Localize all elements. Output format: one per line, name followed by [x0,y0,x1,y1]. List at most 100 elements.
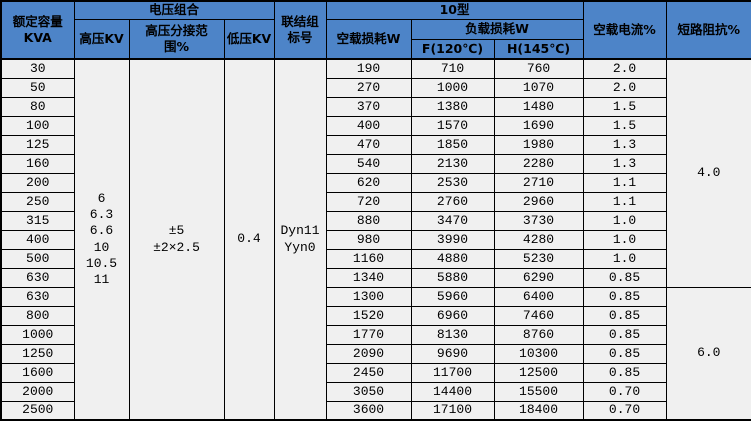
header-vector-group: 联结组 标号 [273,0,327,60]
load-loss-h-cell: 760 [493,58,584,79]
no-load-current-cell: 0.85 [582,324,667,345]
load-loss-h-cell: 2710 [493,172,584,193]
load-loss-f-cell: 5960 [410,286,495,307]
table-row: 125 470 1850 1980 1.3 [0,134,751,155]
no-load-loss-cell: 190 [325,58,412,79]
no-load-current-cell: 0.85 [582,286,667,307]
load-loss-h-cell: 2280 [493,153,584,174]
no-load-current-cell: 0.85 [582,267,667,288]
load-loss-f-cell: 3990 [410,229,495,250]
load-loss-h-cell: 5230 [493,248,584,269]
no-load-loss-cell: 370 [325,96,412,117]
no-load-current-cell: 0.85 [582,343,667,364]
no-load-current-cell: 0.70 [582,400,667,421]
impedance-group-1-cell: 4.0 [665,58,751,288]
no-load-loss-cell: 1340 [325,267,412,288]
load-loss-f-cell: 2130 [410,153,495,174]
load-loss-f-cell: 9690 [410,343,495,364]
no-load-loss-cell: 2090 [325,343,412,364]
no-load-loss-cell: 880 [325,210,412,231]
low-voltage-value-cell: 0.4 [223,58,275,421]
no-load-current-cell: 2.0 [582,58,667,79]
table-row: 800 1520 6960 7460 0.85 [0,305,751,326]
kva-cell: 1600 [0,362,75,383]
header-load-loss-h145: H(145℃) [493,38,584,60]
table-row: 1600 2450 11700 12500 0.85 [0,362,751,383]
kva-cell: 160 [0,153,75,174]
kva-cell: 630 [0,286,75,307]
header-tap-range: 高压分接范 围% [128,18,225,60]
header-rated-capacity: 额定容量 KVA [0,0,75,60]
table-row: 1250 2090 9690 10300 0.85 [0,343,751,364]
no-load-current-cell: 1.5 [582,96,667,117]
load-loss-h-cell: 6400 [493,286,584,307]
table-header: 额定容量 KVA 电压组合 联结组 标号 10型 空载电流% 短路阻抗% 高压K… [0,0,751,60]
kva-cell: 315 [0,210,75,231]
no-load-current-cell: 0.70 [582,381,667,402]
kva-cell: 2000 [0,381,75,402]
no-load-loss-cell: 3050 [325,381,412,402]
kva-cell: 1000 [0,324,75,345]
load-loss-f-cell: 14400 [410,381,495,402]
no-load-loss-cell: 620 [325,172,412,193]
kva-cell: 800 [0,305,75,326]
kva-cell: 1250 [0,343,75,364]
load-loss-h-cell: 1690 [493,115,584,136]
load-loss-f-cell: 4880 [410,248,495,269]
no-load-current-cell: 1.1 [582,172,667,193]
kva-cell: 50 [0,77,75,98]
load-loss-h-cell: 3730 [493,210,584,231]
header-no-load-current: 空载电流% [582,0,667,60]
load-loss-f-cell: 710 [410,58,495,79]
no-load-loss-cell: 980 [325,229,412,250]
kva-cell: 2500 [0,400,75,421]
kva-cell: 630 [0,267,75,288]
no-load-loss-cell: 3600 [325,400,412,421]
no-load-loss-cell: 720 [325,191,412,212]
no-load-current-cell: 2.0 [582,77,667,98]
table-row: 2500 3600 17100 18400 0.70 [0,400,751,421]
kva-cell: 500 [0,248,75,269]
kva-cell: 125 [0,134,75,155]
load-loss-h-cell: 7460 [493,305,584,326]
kva-cell: 250 [0,191,75,212]
table-body: 30 6 6.3 6.6 10 10.5 11 ±5 ±2×2.5 0.4 Dy… [0,58,751,421]
table-row: 1000 1770 8130 8760 0.85 [0,324,751,345]
header-no-load-loss: 空载损耗W [325,18,412,60]
table-row: 315 880 3470 3730 1.0 [0,210,751,231]
table-row: 100 400 1570 1690 1.5 [0,115,751,136]
load-loss-h-cell: 6290 [493,267,584,288]
header-voltage-combination: 电压组合 [73,0,275,20]
no-load-loss-cell: 2450 [325,362,412,383]
header-high-voltage: 高压KV [73,18,130,60]
no-load-current-cell: 1.3 [582,134,667,155]
tap-range-values-cell: ±5 ±2×2.5 [128,58,225,421]
vector-group-values-cell: Dyn11 Yyn0 [273,58,327,421]
no-load-current-cell: 0.85 [582,305,667,326]
table-row: 30 6 6.3 6.6 10 10.5 11 ±5 ±2×2.5 0.4 Dy… [0,58,751,421]
load-loss-f-cell: 1000 [410,77,495,98]
load-loss-h-cell: 8760 [493,324,584,345]
table-row: 630 1300 5960 6400 0.85 6.0 [0,286,751,421]
load-loss-f-cell: 8130 [410,324,495,345]
load-loss-h-cell: 1980 [493,134,584,155]
high-voltage-values-cell: 6 6.3 6.6 10 10.5 11 [73,58,130,421]
table-row: 400 980 3990 4280 1.0 [0,229,751,250]
kva-cell: 80 [0,96,75,117]
load-loss-f-cell: 6960 [410,305,495,326]
load-loss-h-cell: 4280 [493,229,584,250]
table-row: 200 620 2530 2710 1.1 [0,172,751,193]
kva-cell: 200 [0,172,75,193]
load-loss-f-cell: 11700 [410,362,495,383]
table-row: 500 1160 4880 5230 1.0 [0,248,751,269]
load-loss-f-cell: 1850 [410,134,495,155]
load-loss-h-cell: 15500 [493,381,584,402]
no-load-loss-cell: 540 [325,153,412,174]
load-loss-h-cell: 1070 [493,77,584,98]
table-row: 50 270 1000 1070 2.0 [0,77,751,98]
header-impedance: 短路阻抗% [665,0,751,60]
no-load-loss-cell: 1300 [325,286,412,307]
table-row: 250 720 2760 2960 1.1 [0,191,751,212]
no-load-loss-cell: 400 [325,115,412,136]
